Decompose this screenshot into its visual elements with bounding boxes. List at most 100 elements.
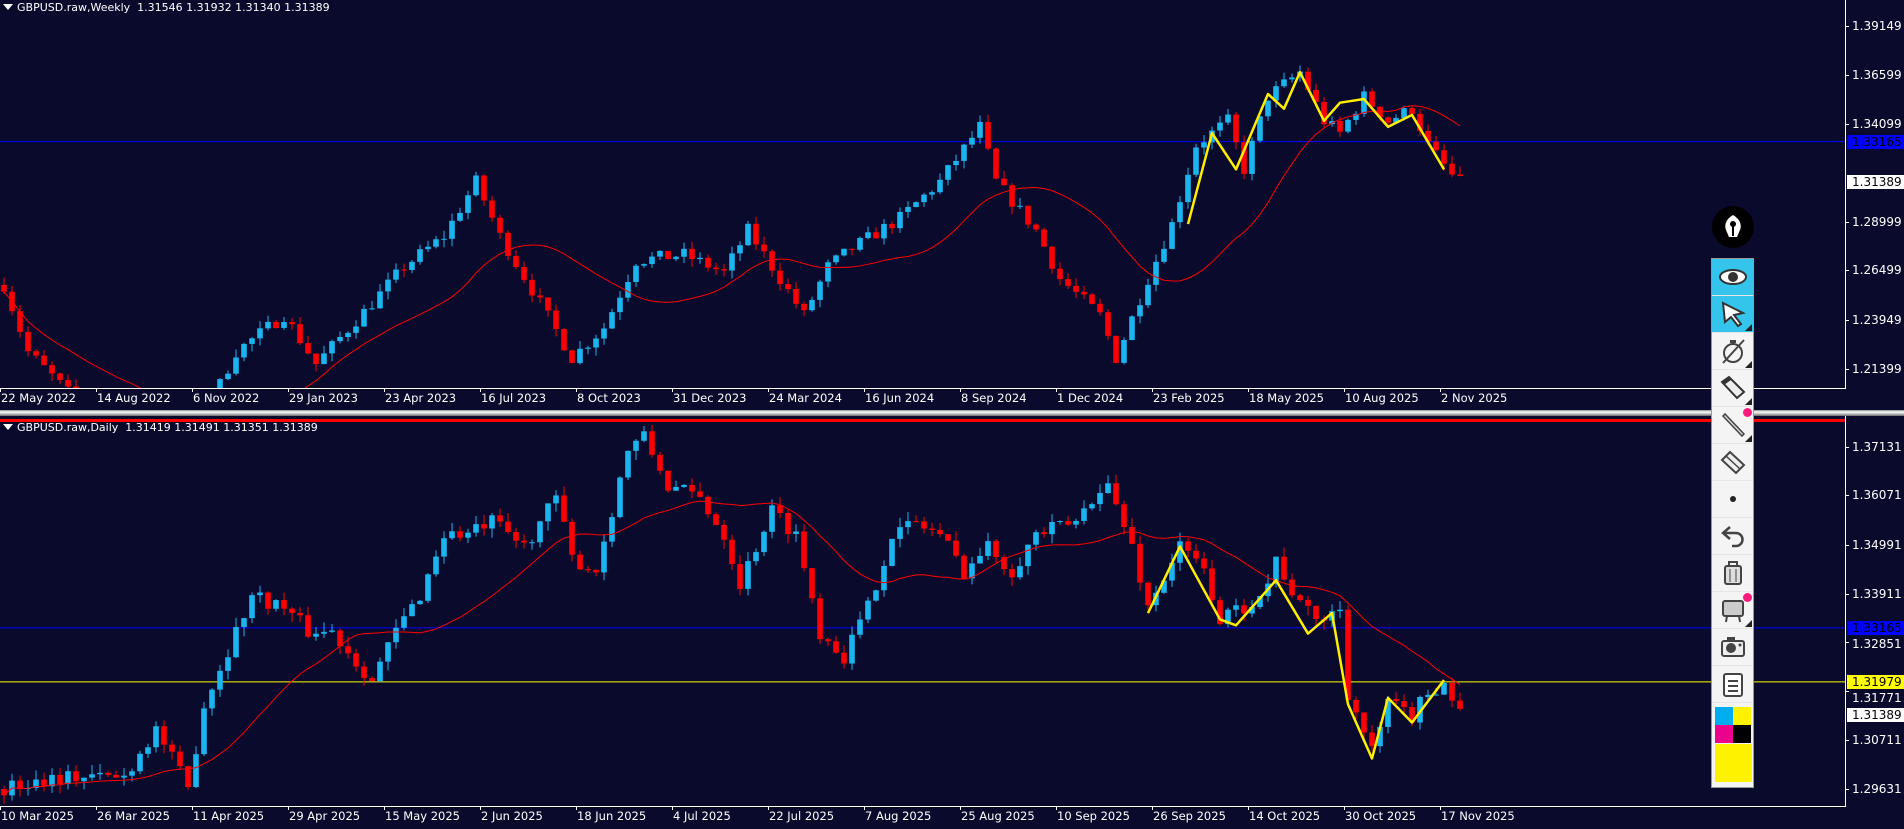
candle-body bbox=[241, 343, 247, 358]
date-label: 17 Nov 2025 bbox=[1441, 809, 1515, 823]
price-tick bbox=[1845, 789, 1849, 790]
candle-body bbox=[689, 484, 695, 492]
toolbar-cursor-button[interactable] bbox=[1712, 296, 1753, 333]
candle-body bbox=[849, 248, 855, 250]
easel-icon bbox=[1721, 600, 1744, 623]
toolbar-stopwatch-button[interactable] bbox=[1712, 333, 1753, 370]
selected-color-swatch[interactable] bbox=[1715, 744, 1752, 782]
candle-body bbox=[169, 744, 175, 752]
toolbar-dot-button[interactable] bbox=[1712, 481, 1753, 518]
date-label: 2 Nov 2025 bbox=[1441, 391, 1508, 405]
indicator-dot-icon bbox=[1743, 593, 1752, 602]
candle-body bbox=[689, 248, 695, 260]
candle-body bbox=[1417, 113, 1423, 131]
candle-body bbox=[473, 524, 479, 533]
daily-chart-pane[interactable]: GBPUSD.raw,Daily 1.31419 1.31491 1.31351… bbox=[0, 416, 1904, 829]
dot-icon bbox=[1729, 496, 1736, 502]
date-label: 6 Nov 2022 bbox=[193, 391, 260, 405]
toolbar-trash-button[interactable] bbox=[1712, 555, 1753, 592]
date-tick bbox=[1440, 806, 1441, 810]
candle-body bbox=[1009, 185, 1015, 207]
candle-body bbox=[1305, 599, 1311, 606]
candle-body bbox=[953, 160, 959, 166]
candle-body bbox=[761, 531, 767, 553]
candle-body bbox=[481, 524, 487, 529]
date-label: 2 Jun 2025 bbox=[481, 809, 543, 823]
candle-body bbox=[809, 568, 815, 599]
palette-swatch[interactable] bbox=[1733, 725, 1751, 743]
candle-body bbox=[513, 532, 519, 541]
toolbar-eraser-button[interactable] bbox=[1712, 444, 1753, 481]
pane-separator[interactable] bbox=[0, 410, 1904, 416]
candle-body bbox=[201, 708, 207, 755]
candle-body bbox=[1121, 504, 1127, 528]
candle-body bbox=[57, 373, 63, 380]
date-tick bbox=[1440, 388, 1441, 392]
price-label: 1.34991 bbox=[1852, 537, 1902, 552]
toolbar-screenshot-button[interactable] bbox=[1712, 629, 1753, 666]
candle-body bbox=[649, 256, 655, 265]
candle-body bbox=[881, 565, 887, 591]
candle-body bbox=[1241, 605, 1247, 614]
candle-body bbox=[1001, 178, 1007, 186]
candle-body bbox=[289, 608, 295, 614]
candle-body bbox=[193, 754, 199, 787]
candle-body bbox=[1177, 202, 1183, 223]
upper-level-red-line bbox=[0, 419, 1846, 422]
daily-chart-canvas[interactable] bbox=[0, 416, 1904, 829]
candle-body bbox=[521, 266, 527, 280]
candle-body bbox=[713, 514, 719, 525]
price-tick bbox=[1845, 495, 1849, 497]
candle-body bbox=[449, 531, 455, 539]
candle-body bbox=[1337, 609, 1343, 612]
price-tick bbox=[1845, 447, 1849, 448]
collapse-triangle-icon[interactable] bbox=[3, 4, 13, 10]
candle-body bbox=[1369, 732, 1375, 747]
palette-swatch[interactable] bbox=[1715, 725, 1733, 743]
candle-body bbox=[913, 521, 919, 523]
candle-body bbox=[1433, 141, 1439, 151]
price-label: 1.31771 bbox=[1852, 690, 1902, 705]
candle-body bbox=[273, 321, 279, 328]
candle-body bbox=[961, 144, 967, 161]
candle-body bbox=[1385, 117, 1391, 123]
trendline-icon bbox=[1721, 412, 1745, 438]
pen-tool-button[interactable] bbox=[1712, 206, 1754, 248]
palette-swatch[interactable] bbox=[1733, 707, 1751, 725]
candle-body bbox=[769, 251, 775, 271]
toolbar-clipboard-button[interactable] bbox=[1712, 666, 1753, 703]
toolbar-pencil-button[interactable] bbox=[1712, 370, 1753, 407]
date-tick bbox=[576, 388, 577, 392]
date-label: 15 May 2025 bbox=[385, 809, 460, 823]
toolbar-eye-button[interactable] bbox=[1712, 259, 1753, 296]
candle-body bbox=[121, 775, 127, 778]
daily-symbol: GBPUSD.raw,Daily bbox=[17, 421, 119, 434]
date-label: 8 Sep 2024 bbox=[961, 391, 1027, 405]
candle-body bbox=[1369, 91, 1375, 107]
weekly-chart-canvas[interactable] bbox=[0, 0, 1904, 410]
date-label: 16 Jun 2024 bbox=[865, 391, 935, 405]
candle-body bbox=[1017, 205, 1023, 207]
candle-body bbox=[1313, 605, 1319, 619]
candle-body bbox=[465, 195, 471, 213]
toolbar-template-button[interactable] bbox=[1712, 592, 1753, 629]
candle-body bbox=[1169, 562, 1175, 581]
candle-body bbox=[1457, 174, 1463, 176]
candle-body bbox=[753, 223, 759, 245]
candle-body bbox=[793, 289, 799, 304]
candle-body bbox=[769, 505, 775, 532]
weekly-chart-pane[interactable]: GBPUSD.raw,Weekly 1.31546 1.31932 1.3134… bbox=[0, 0, 1904, 410]
candle-body bbox=[1385, 698, 1391, 727]
candle-body bbox=[65, 771, 71, 784]
candle-body bbox=[1025, 544, 1031, 567]
candle-body bbox=[1097, 303, 1103, 313]
toolbar-line-button[interactable] bbox=[1712, 407, 1753, 444]
collapse-triangle-icon[interactable] bbox=[3, 424, 13, 430]
candle-body bbox=[73, 771, 79, 782]
palette-swatch[interactable] bbox=[1715, 707, 1733, 725]
candle-body bbox=[545, 297, 551, 311]
candle-body bbox=[1401, 701, 1407, 708]
date-label: 14 Oct 2025 bbox=[1249, 809, 1321, 823]
price-tick bbox=[1845, 270, 1849, 272]
toolbar-undo-button[interactable] bbox=[1712, 518, 1753, 555]
